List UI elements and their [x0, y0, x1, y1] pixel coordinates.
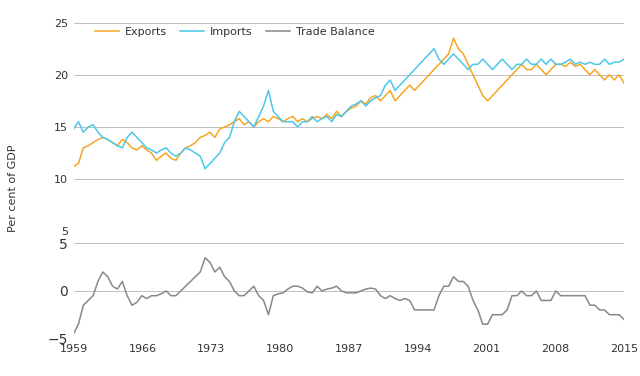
Exports	[70, 164, 77, 169]
Imports	[230, 120, 238, 124]
Imports	[430, 46, 438, 51]
Text: Per cent of GDP: Per cent of GDP	[8, 144, 18, 232]
Exports	[284, 116, 292, 121]
Line: Imports: Imports	[74, 49, 624, 169]
Imports	[70, 127, 77, 131]
Exports	[133, 148, 141, 152]
Imports	[201, 167, 209, 171]
Exports	[620, 81, 628, 85]
Line: Exports: Exports	[74, 38, 624, 167]
Exports	[450, 36, 458, 41]
Exports	[221, 125, 228, 129]
Legend: Exports, Imports, Trade Balance: Exports, Imports, Trade Balance	[90, 23, 379, 41]
Imports	[133, 135, 141, 139]
Exports	[226, 123, 234, 127]
Imports	[499, 57, 506, 61]
Imports	[289, 120, 296, 124]
Imports	[226, 135, 234, 139]
Imports	[435, 57, 443, 61]
Exports	[493, 88, 501, 92]
Exports	[426, 73, 433, 77]
Imports	[620, 57, 628, 61]
